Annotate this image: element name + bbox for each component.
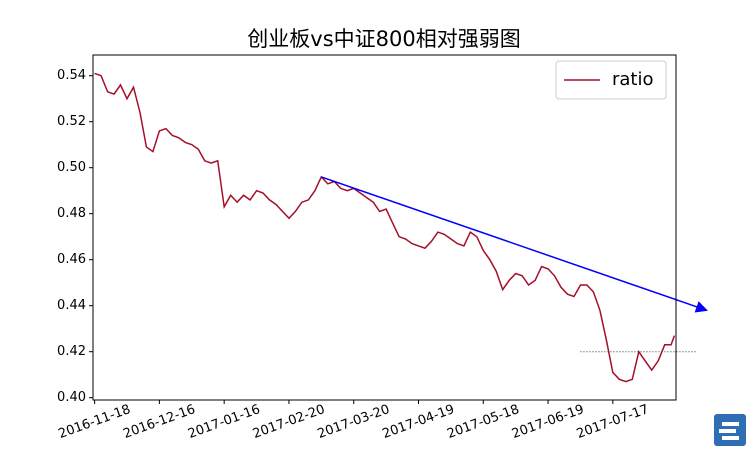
legend-label: ratio: [612, 69, 654, 90]
plot-frame: [92, 54, 677, 401]
legend-box: [555, 60, 667, 100]
x-tick-label: 2016-11-18: [57, 402, 133, 442]
y-tick-label: 0.40: [57, 390, 86, 405]
x-tick-label: 2017-07-17: [575, 402, 651, 442]
y-tick-label: 0.48: [57, 206, 86, 221]
y-tick-label: 0.44: [57, 298, 86, 313]
trend-arrow: [321, 176, 708, 313]
x-tick-label: 2016-12-16: [121, 402, 197, 442]
x-tick-label: 2017-01-16: [186, 402, 262, 442]
x-tick-label: 2017-04-19: [380, 402, 456, 442]
logo: [714, 414, 746, 446]
y-tick-label: 0.52: [57, 114, 86, 129]
x-tick-label: 2017-05-18: [445, 402, 521, 442]
y-tick-label: 0.46: [57, 252, 86, 267]
y-tick-label: 0.54: [57, 68, 86, 83]
x-tick-label: 2017-06-19: [510, 402, 586, 442]
y-tick-label: 0.50: [57, 160, 86, 175]
chart-title: 创业板vs中证800相对强弱图: [247, 27, 520, 51]
x-tick-label: 2017-03-20: [316, 402, 392, 442]
x-tick-label: 2017-02-20: [251, 402, 327, 442]
y-tick-label: 0.42: [57, 344, 86, 359]
line: [94, 72, 676, 383]
